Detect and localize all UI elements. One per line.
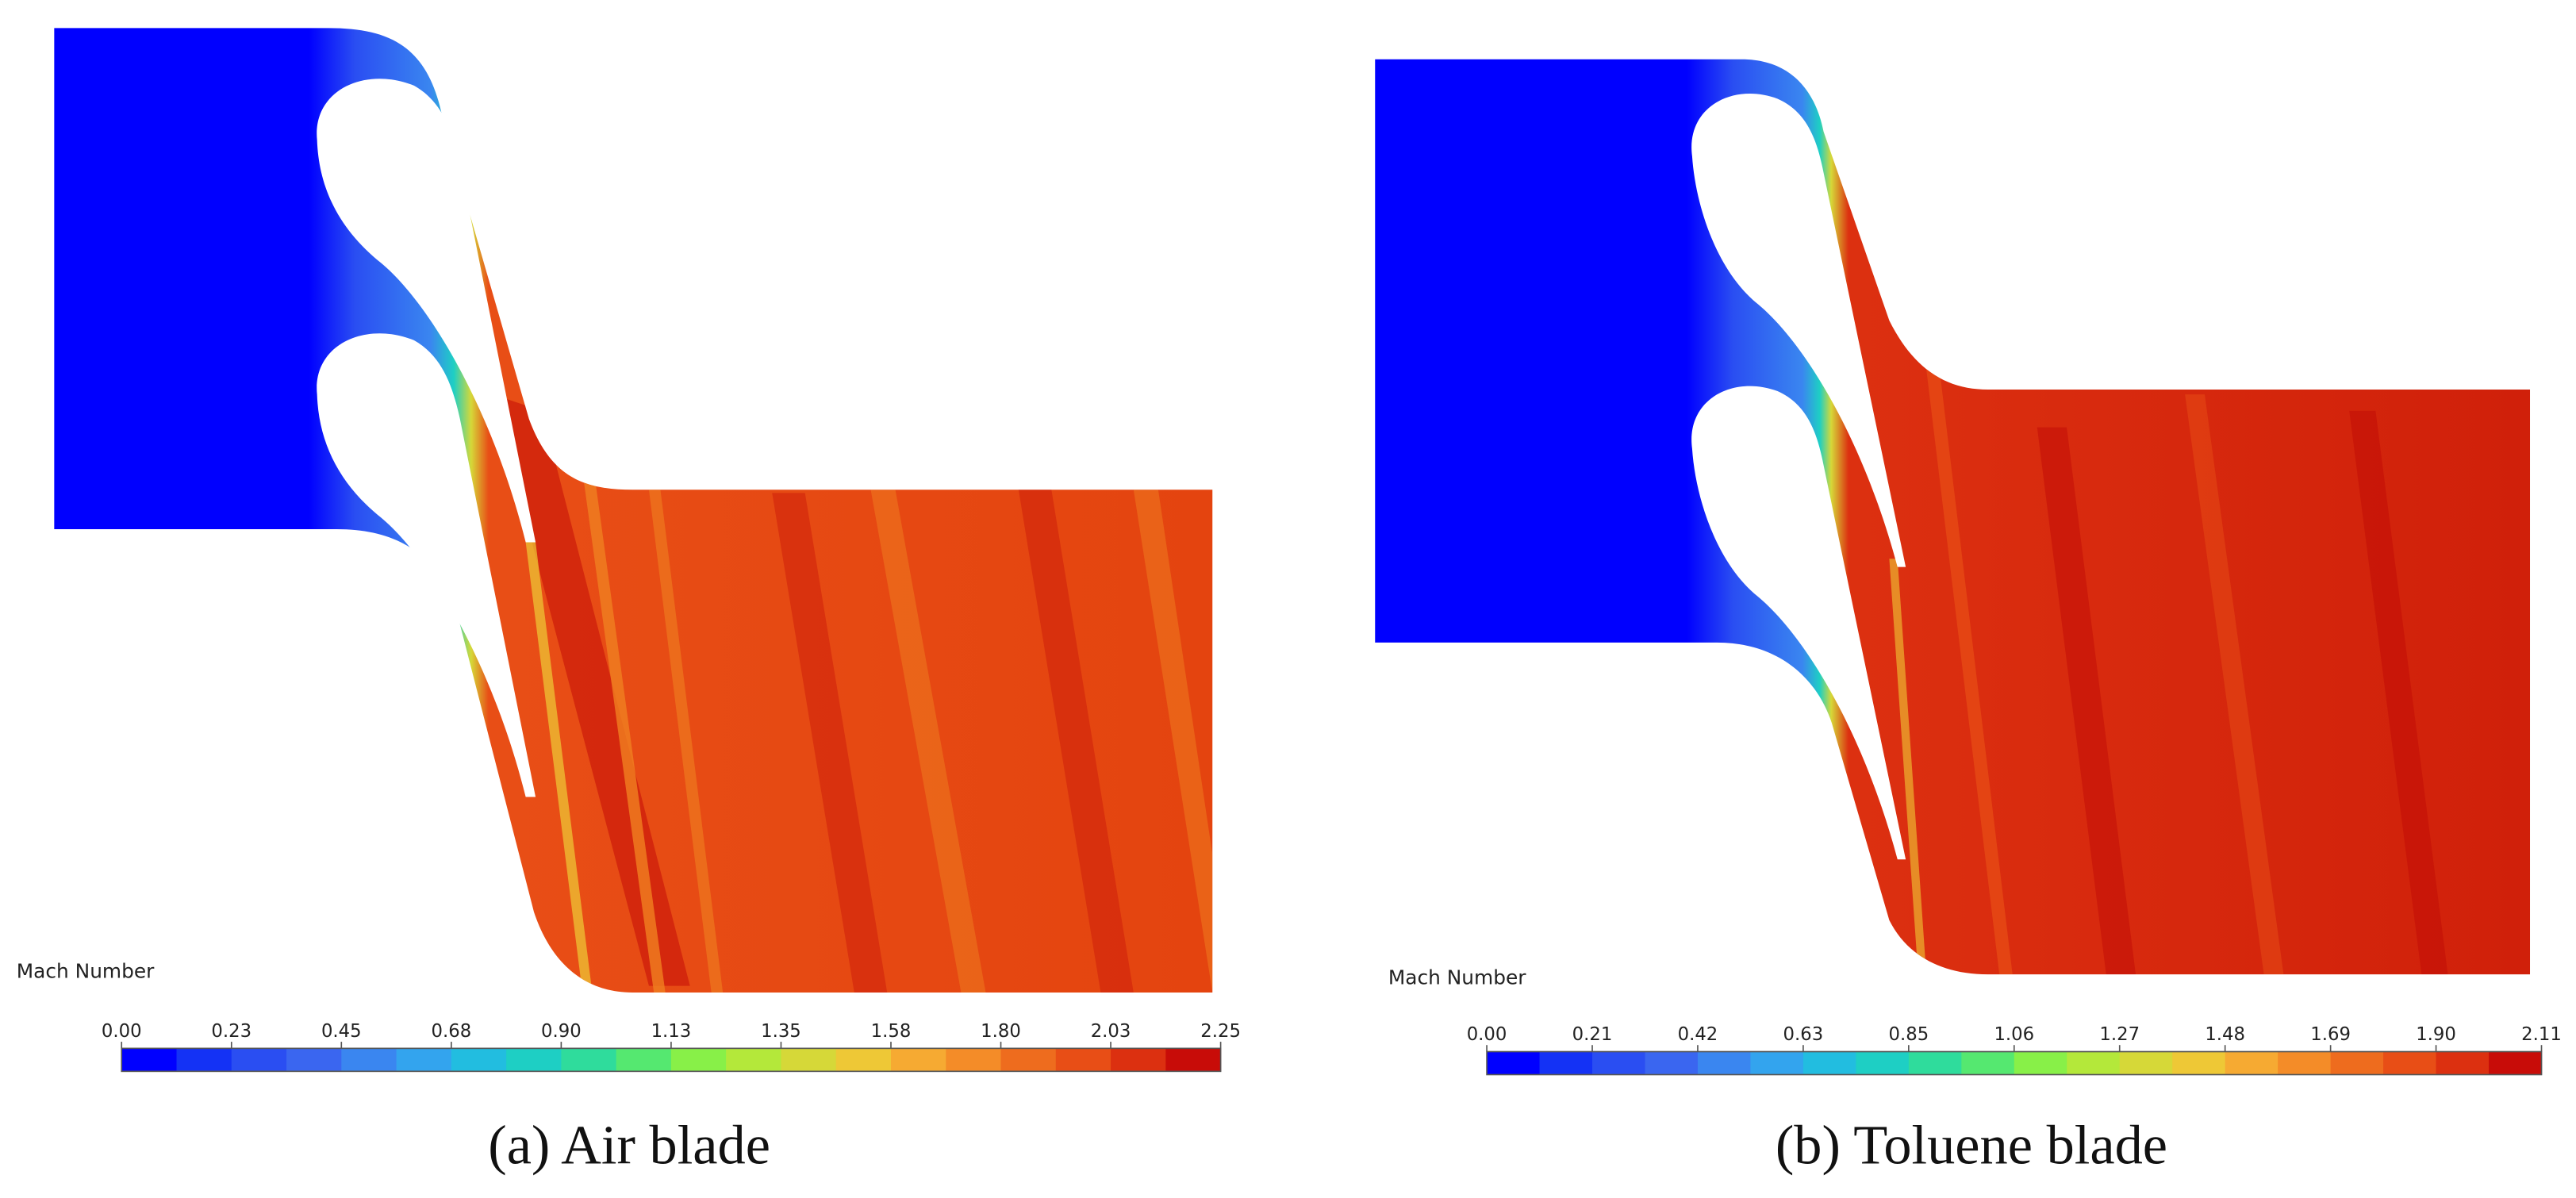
colorbar-tick-label: 0.85 (1888, 1024, 1929, 1045)
colorbar-segment (1487, 1051, 1541, 1075)
colorbar-segment (2014, 1051, 2067, 1075)
colorbar-segment (1908, 1051, 1962, 1075)
colorbar-tick-label: 2.03 (1091, 1021, 1131, 1042)
colorbar-segment (781, 1048, 837, 1072)
colorbar-segment (2383, 1051, 2437, 1075)
colorbar-segment (890, 1048, 946, 1072)
contour-b (1375, 59, 2531, 975)
colorbar-segment (2067, 1051, 2121, 1075)
colorbar-segment (1856, 1051, 1910, 1075)
colorbar-segment (1750, 1051, 1804, 1075)
colorbar-tick-label: 0.00 (102, 1021, 142, 1042)
legend-title: Mach Number (17, 959, 155, 982)
colorbar-segment (121, 1048, 178, 1072)
colorbar-segment (2119, 1051, 2173, 1075)
colorbar-tick-label: 0.23 (211, 1021, 251, 1042)
colorbar-tick-label: 1.27 (2099, 1024, 2140, 1045)
colorbar-segment (946, 1048, 1002, 1072)
colorbar-segment (1645, 1051, 1699, 1075)
colorbar-segment (561, 1048, 617, 1072)
colorbar-tick-label: 2.11 (2521, 1024, 2562, 1045)
colorbar-tick-label: 1.06 (1994, 1024, 2034, 1045)
colorbar-tick-label: 0.21 (1572, 1024, 1613, 1045)
colorbar-tick-label: 1.90 (2416, 1024, 2456, 1045)
colorbar-tick-label: 0.90 (541, 1021, 582, 1042)
colorbar-segment (2225, 1051, 2278, 1075)
colorbar-tick-label: 1.48 (2205, 1024, 2245, 1045)
colorbar-segment (2436, 1051, 2490, 1075)
colorbar-tick-label: 0.68 (431, 1021, 471, 1042)
colorbar-segment (231, 1048, 287, 1072)
colorbar-segment (1000, 1048, 1057, 1072)
colorbar-segment (616, 1048, 672, 1072)
colorbar-tick-label: 0.00 (1467, 1024, 1507, 1045)
colorbar-segment (2330, 1051, 2384, 1075)
colorbar-segment (396, 1048, 452, 1072)
colorbar-tick-label: 0.63 (1783, 1024, 1824, 1045)
colorbar-segment (1802, 1051, 1856, 1075)
colorbar-segment (726, 1048, 782, 1072)
caption: (a) Air blade (488, 1114, 770, 1176)
colorbar-tick-label: 0.45 (321, 1021, 362, 1042)
legend-title: Mach Number (1388, 966, 1526, 989)
colorbar-segment (451, 1048, 507, 1072)
colorbar-segment (1055, 1048, 1111, 1072)
colorbar-segment (176, 1048, 232, 1072)
colorbar-segment (286, 1048, 342, 1072)
colorbar-segment (506, 1048, 562, 1072)
colorbar-segment (1697, 1051, 1752, 1075)
colorbar-segment (2489, 1051, 2543, 1075)
colorbar-segment (1961, 1051, 2015, 1075)
contour-a (54, 28, 1213, 993)
colorbar-segment (1592, 1051, 1646, 1075)
colorbar-segment (341, 1048, 397, 1072)
colorbar-segment (1539, 1051, 1593, 1075)
colorbar-segment (2278, 1051, 2332, 1075)
caption: (b) Toluene blade (1776, 1114, 2167, 1176)
colorbar-segment (2172, 1051, 2226, 1075)
colorbar-tick-label: 2.25 (1200, 1021, 1241, 1042)
colorbar-tick-label: 1.13 (651, 1021, 692, 1042)
colorbar-segment (1111, 1048, 1166, 1072)
colorbar-tick-label: 1.58 (871, 1021, 912, 1042)
colorbar-segment (1165, 1048, 1222, 1072)
colorbar-segment (835, 1048, 892, 1072)
colorbar-tick-label: 1.35 (761, 1021, 801, 1042)
colorbar-segment (670, 1048, 727, 1072)
colorbar-tick-label: 1.80 (981, 1021, 1021, 1042)
colorbar-tick-label: 0.42 (1678, 1024, 1718, 1045)
colorbar-tick-label: 1.69 (2310, 1024, 2351, 1045)
